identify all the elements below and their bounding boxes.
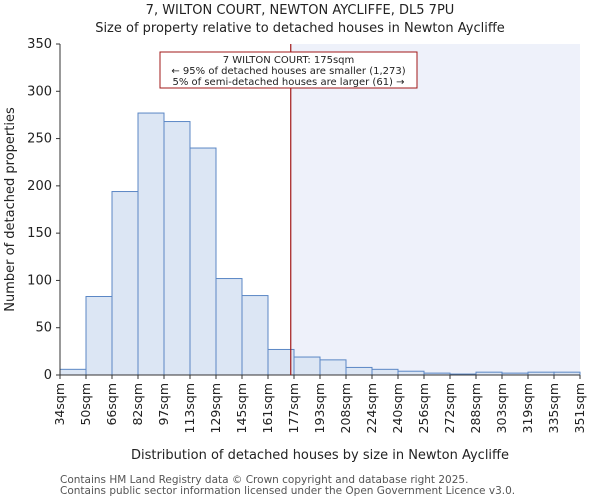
footer-licence: Contains public sector information licen… xyxy=(60,485,516,497)
annotation-box xyxy=(159,51,418,89)
x-tick-label: 177sqm xyxy=(286,383,301,433)
histogram-bar xyxy=(371,368,399,376)
footer-copyright: Contains HM Land Registry data © Crown c… xyxy=(60,474,469,486)
histogram-bar xyxy=(85,296,113,376)
annotation-line-1: 7 WILTON COURT: 175sqm xyxy=(223,55,355,66)
annotation-line-2: ← 95% of detached houses are smaller (1,… xyxy=(171,66,405,77)
x-tick-label: 66sqm xyxy=(104,383,119,426)
x-tick-label: 240sqm xyxy=(390,383,405,433)
annotation-line-3: 5% of semi-detached houses are larger (6… xyxy=(172,77,404,88)
y-tick-label: 250 xyxy=(27,132,52,147)
highlight-region xyxy=(290,44,580,375)
histogram-bar xyxy=(293,356,321,376)
histogram-bar xyxy=(59,368,87,376)
chart-subtitle: Size of property relative to detached ho… xyxy=(95,21,505,36)
chart-title: 7, WILTON COURT, NEWTON AYCLIFFE, DL5 7P… xyxy=(145,3,455,18)
histogram-bar xyxy=(345,366,373,376)
x-tick-label: 288sqm xyxy=(468,383,483,433)
y-tick-label: 350 xyxy=(27,37,52,52)
x-tick-label: 208sqm xyxy=(338,383,353,433)
y-axis-label: Number of detached properties xyxy=(3,107,18,312)
y-tick-label: 0 xyxy=(44,368,52,383)
x-tick-label: 82sqm xyxy=(130,383,145,426)
x-tick-label: 113sqm xyxy=(182,383,197,433)
x-tick-label: 193sqm xyxy=(312,383,327,433)
x-tick-label: 161sqm xyxy=(260,383,275,433)
x-tick-label: 256sqm xyxy=(416,383,431,433)
x-tick-label: 34sqm xyxy=(52,383,67,426)
x-tick-label: 303sqm xyxy=(494,383,509,433)
y-tick-label: 300 xyxy=(27,84,52,99)
x-tick-label: 319sqm xyxy=(520,383,535,433)
histogram-bar xyxy=(163,121,191,376)
histogram-bar xyxy=(215,278,243,376)
x-tick-label: 351sqm xyxy=(572,383,587,433)
histogram-bar xyxy=(189,147,217,376)
x-tick-label: 335sqm xyxy=(546,383,561,433)
histogram-bar xyxy=(241,295,269,376)
y-tick-label: 200 xyxy=(27,179,52,194)
x-axis-label: Distribution of detached houses by size … xyxy=(131,448,509,463)
x-tick-label: 50sqm xyxy=(78,383,93,426)
histogram-bar xyxy=(319,359,347,376)
histogram-bar xyxy=(267,348,295,376)
x-tick-label: 224sqm xyxy=(364,383,379,433)
x-tick-label: 145sqm xyxy=(234,383,249,433)
y-tick-label: 100 xyxy=(27,273,52,288)
y-tick-label: 150 xyxy=(27,226,52,241)
x-tick-label: 97sqm xyxy=(156,383,171,426)
histogram-bar xyxy=(397,370,425,376)
histogram-bar xyxy=(111,191,139,376)
x-tick-label: 272sqm xyxy=(442,383,457,433)
y-tick-label: 50 xyxy=(35,321,52,336)
x-tick-label: 129sqm xyxy=(208,383,223,433)
histogram-bar xyxy=(137,112,165,376)
